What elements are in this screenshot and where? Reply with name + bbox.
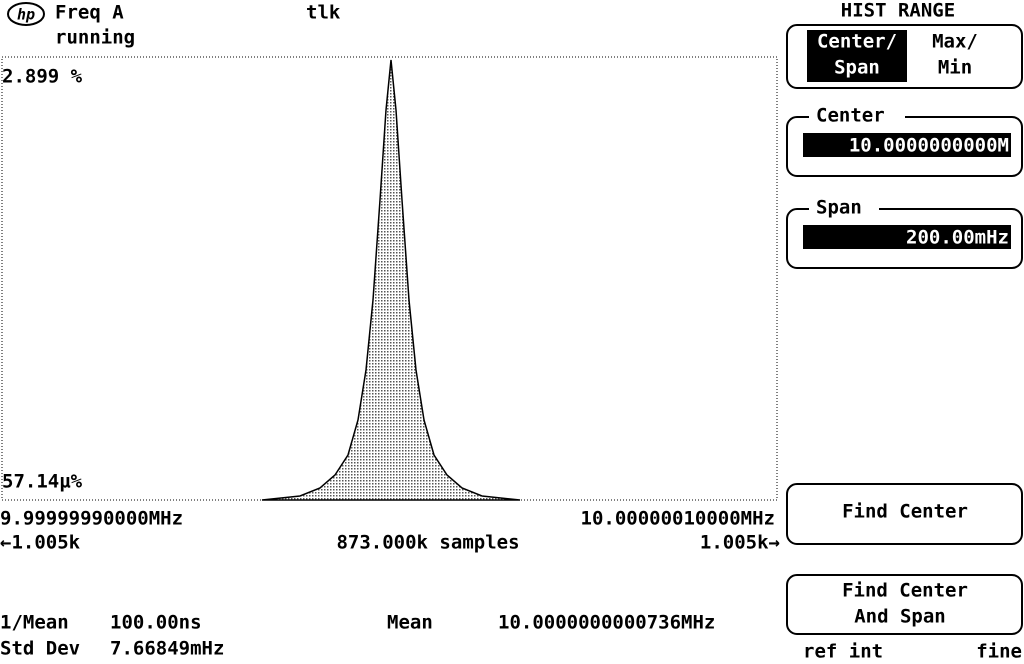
std-label: Std Dev bbox=[0, 638, 80, 660]
bottom-label: 57.14µ% bbox=[2, 471, 83, 493]
logo-ring bbox=[7, 2, 45, 26]
softkey-mode[interactable] bbox=[786, 24, 1023, 89]
logo: hp bbox=[17, 6, 35, 24]
ref: ref int bbox=[803, 641, 883, 663]
x-right: 10.00000010000MHz bbox=[581, 508, 775, 530]
mode-highlight bbox=[807, 30, 907, 82]
mode-other: Max/ bbox=[932, 31, 978, 53]
x-left: 9.99999990000MHz bbox=[0, 508, 183, 530]
mode-other: Min bbox=[938, 57, 972, 79]
softkey-span[interactable] bbox=[786, 208, 1023, 269]
channel: Freq A bbox=[55, 2, 124, 24]
find-center-span: And Span bbox=[854, 606, 946, 628]
find-center: Find Center bbox=[842, 501, 968, 523]
mode-active: Center/ bbox=[817, 31, 897, 53]
menu-title: HIST RANGE bbox=[841, 0, 955, 22]
label-gap bbox=[809, 108, 905, 126]
top-label: 2.899 % bbox=[2, 66, 83, 88]
samples: 873.000k samples bbox=[336, 532, 519, 554]
span-field bbox=[803, 225, 1011, 249]
center-label: Center bbox=[816, 105, 885, 127]
softkey-find-center[interactable] bbox=[786, 483, 1023, 545]
bins-right: 1.005k→ bbox=[700, 532, 780, 554]
remote: tlk bbox=[306, 2, 341, 24]
span-label: Span bbox=[816, 197, 862, 219]
status: running bbox=[55, 27, 135, 49]
fine: fine bbox=[976, 641, 1022, 663]
center-value: 10.0000000000M bbox=[849, 135, 1009, 157]
find-center-span: Find Center bbox=[842, 580, 968, 602]
bins-left: ←1.005k bbox=[0, 532, 81, 554]
mean-label: Mean bbox=[387, 612, 433, 634]
inv-mean-value: 100.00ns bbox=[110, 612, 202, 634]
std-value: 7.66849mHz bbox=[110, 638, 224, 660]
softkey-find-center-span[interactable] bbox=[786, 574, 1023, 635]
label-gap bbox=[809, 200, 879, 218]
mean-value: 10.0000000000736MHz bbox=[498, 612, 715, 634]
inv-mean-label: 1/Mean bbox=[0, 612, 69, 634]
mode-active: Span bbox=[834, 57, 880, 79]
center-field bbox=[803, 133, 1011, 157]
histogram-curve bbox=[261, 59, 521, 501]
span-value: 200.00mHz bbox=[906, 227, 1009, 249]
